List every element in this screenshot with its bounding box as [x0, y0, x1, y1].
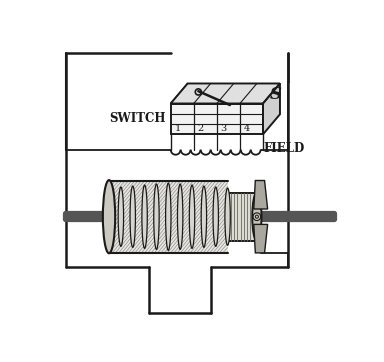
Ellipse shape: [142, 185, 147, 248]
Ellipse shape: [189, 185, 195, 248]
Text: 1: 1: [174, 124, 181, 132]
Text: 4: 4: [244, 124, 250, 132]
Ellipse shape: [118, 187, 124, 246]
Text: FIELD: FIELD: [264, 142, 305, 155]
Ellipse shape: [213, 187, 218, 246]
Ellipse shape: [177, 184, 183, 249]
Ellipse shape: [166, 183, 171, 251]
Text: SWITCH: SWITCH: [109, 112, 166, 125]
Polygon shape: [254, 181, 268, 209]
Ellipse shape: [130, 186, 136, 247]
Ellipse shape: [154, 184, 159, 249]
Polygon shape: [170, 84, 280, 104]
Text: 2: 2: [197, 124, 204, 132]
Ellipse shape: [201, 186, 207, 247]
Ellipse shape: [106, 188, 112, 245]
Bar: [109, 181, 228, 254]
Ellipse shape: [225, 188, 230, 245]
Bar: [228, 193, 257, 241]
Ellipse shape: [103, 180, 115, 253]
Polygon shape: [263, 84, 280, 134]
Text: 3: 3: [221, 124, 227, 132]
Polygon shape: [170, 104, 263, 134]
Polygon shape: [254, 224, 268, 253]
Ellipse shape: [252, 193, 262, 241]
Text: S: S: [269, 86, 281, 103]
